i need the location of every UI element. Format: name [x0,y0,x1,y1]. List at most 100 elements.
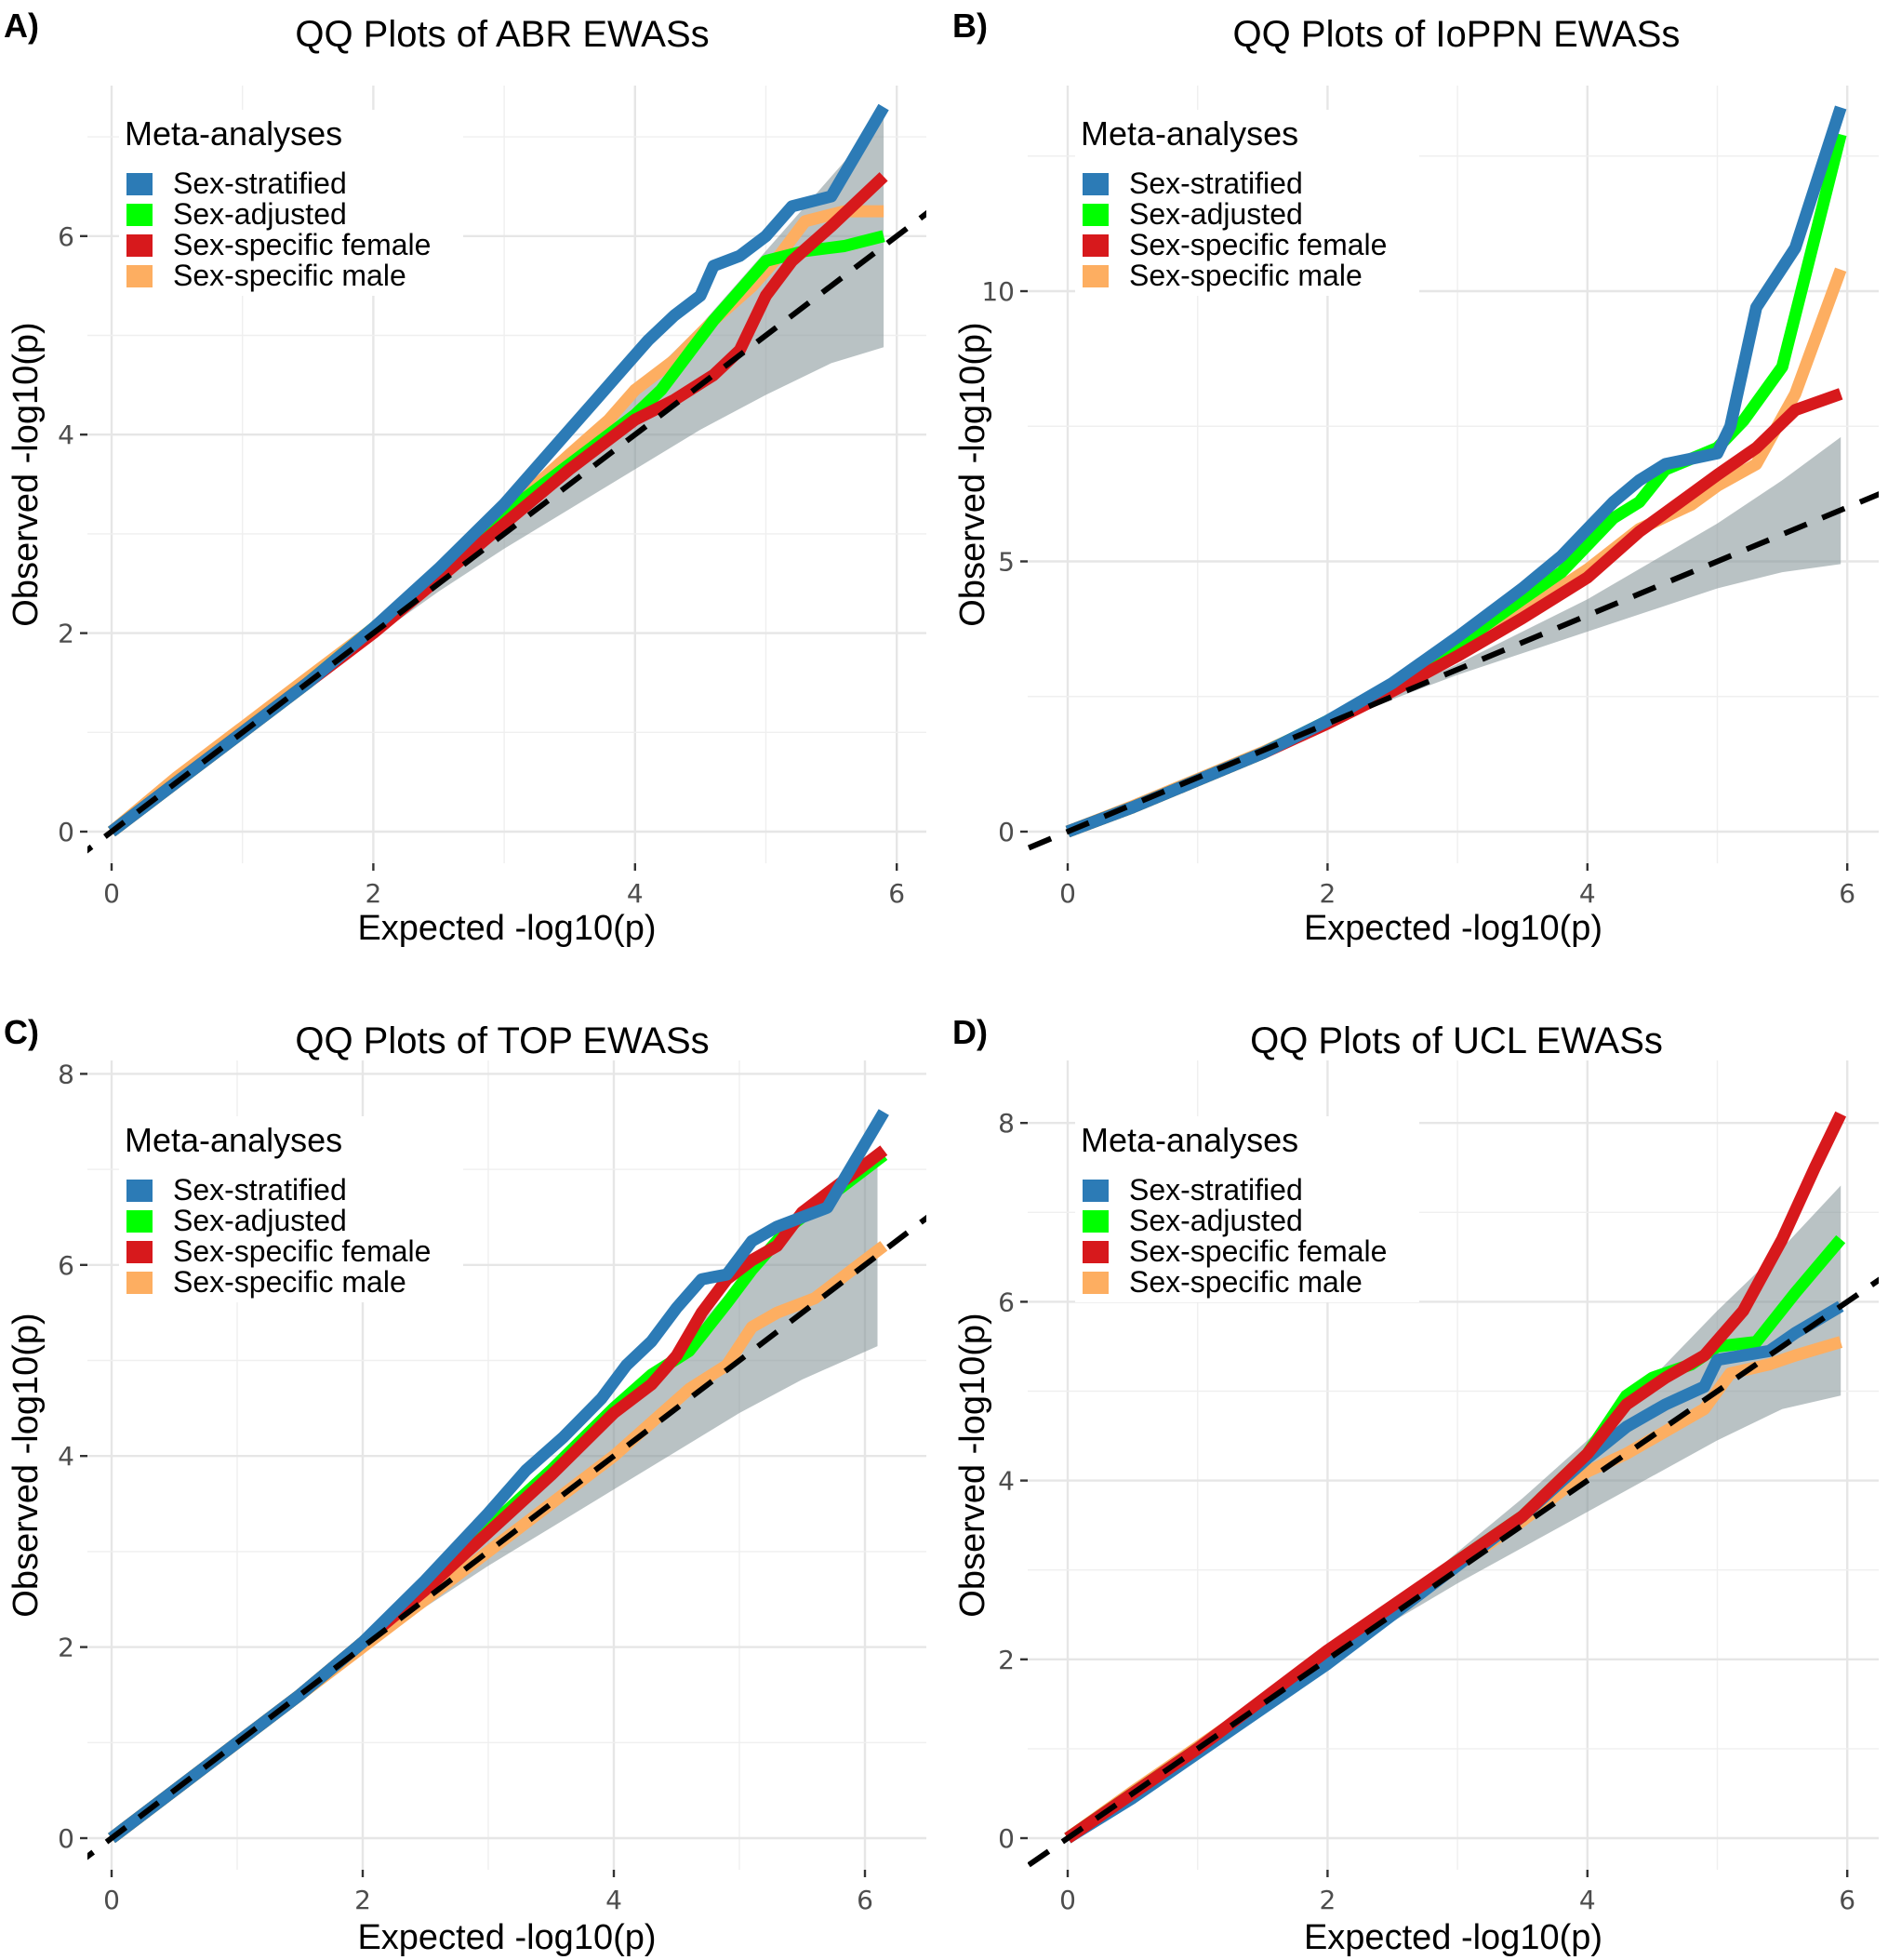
y-tick-label: 2 [58,1633,74,1663]
legend-swatch [1083,204,1109,226]
x-tick-label: 4 [627,878,644,909]
y-tick-label: 4 [58,1441,74,1472]
legend-item[interactable]: Sex-specific male [1083,259,1363,292]
legend-item[interactable]: Sex-specific male [126,1265,406,1299]
legend-swatch [1083,1241,1109,1263]
panel-c: 0 2 4 6 0 2 4 6 8 C) QQ Plots of TOP EWASs Expected… [4,1013,926,1957]
x-tick-label: 6 [1839,1885,1855,1915]
reference-line [1028,1276,1879,1868]
confidence-band [1327,1185,1841,1664]
legend-item[interactable]: Sex-stratified [126,1173,347,1207]
legend-swatch [126,173,153,195]
legend-swatch [126,265,153,287]
x-tick-label: 4 [1579,878,1596,909]
legend-background [119,1116,463,1302]
legend-item[interactable]: Sex-specific female [126,228,431,261]
legend-background [1075,1116,1419,1302]
y-axis-title: Observed -log10(p) [953,1313,992,1617]
legend-label: Sex-specific female [173,1234,431,1268]
legend-label: Sex-stratified [1129,167,1303,200]
x-axis-title: Expected -log10(p) [1304,1918,1602,1957]
legend: Meta-analysesSex-stratifiedSex-adjustedS… [119,110,463,296]
x-tick-label: 6 [1839,878,1855,909]
legend-label: Sex-adjusted [1129,1204,1303,1237]
legend-title: Meta-analyses [125,114,342,153]
legend-item[interactable]: Sex-adjusted [126,197,347,231]
x-tick-label: 2 [354,1885,371,1915]
legend-item[interactable]: Sex-adjusted [1083,1204,1303,1237]
y-tick-label: 0 [998,817,1015,847]
y-tick-label: 0 [58,817,74,847]
y-tick-label: 8 [998,1108,1015,1139]
legend-label: Sex-specific female [173,228,431,261]
legend-item[interactable]: Sex-stratified [126,167,347,200]
y-axis-title: Observed -log10(p) [7,1313,46,1617]
x-tick-label: 0 [1059,878,1076,909]
panel-label: C) [4,1013,39,1051]
legend-item[interactable]: Sex-stratified [1083,167,1303,200]
x-tick-label: 2 [1319,878,1336,909]
panel-title: QQ Plots of UCL EWASs [1250,1020,1663,1061]
reference-line [87,209,926,854]
legend-swatch [126,1210,153,1233]
legend-label: Sex-stratified [1129,1173,1303,1207]
legend-item[interactable]: Sex-specific female [126,1234,431,1268]
x-tick-label: 0 [1059,1885,1076,1915]
legend-label: Sex-adjusted [173,1204,347,1237]
panel-d: 0 2 4 6 0 2 4 6 8 D) QQ Plots of UCL EWASs Expected… [952,1013,1879,1957]
legend-swatch [126,1272,153,1294]
legend-label: Sex-stratified [173,167,347,200]
y-tick-label: 2 [998,1645,1015,1675]
legend-label: Sex-stratified [173,1173,347,1207]
x-tick-label: 4 [605,1885,622,1915]
legend-item[interactable]: Sex-specific female [1083,228,1387,261]
legend-label: Sex-adjusted [1129,197,1303,231]
legend-item[interactable]: Sex-specific male [126,259,406,292]
legend-item[interactable]: Sex-stratified [1083,1173,1303,1207]
x-axis-title: Expected -log10(p) [357,909,656,948]
legend-label: Sex-specific male [173,259,406,292]
legend-swatch [1083,173,1109,195]
panel-b: 0 2 4 6 0 5 10 B) QQ Plots of IoPPN EWASs Expecte… [952,7,1879,948]
legend-title: Meta-analyses [125,1121,342,1159]
plot-area [1028,105,1879,851]
legend: Meta-analysesSex-stratifiedSex-adjustedS… [119,1116,463,1302]
legend-item[interactable]: Sex-specific male [1083,1265,1363,1299]
confidence-band [1327,436,1841,725]
panel-label: D) [952,1013,988,1051]
legend-background [1075,110,1419,296]
legend-label: Sex-specific male [173,1265,406,1299]
legend-item[interactable]: Sex-adjusted [1083,197,1303,231]
legend-label: Sex-specific female [1129,1234,1387,1268]
legend-title: Meta-analyses [1081,1121,1298,1159]
legend: Meta-analysesSex-stratifiedSex-adjustedS… [1075,110,1419,296]
panel-a: 0 2 4 6 0 2 4 6 A) QQ Plots of ABR EWASs Expected … [4,7,926,948]
y-tick-label: 4 [58,420,74,450]
series-line-sex-stratified [108,1109,889,1844]
x-tick-label: 6 [857,1885,873,1915]
y-tick-label: 5 [998,547,1015,578]
legend-swatch [126,1180,153,1202]
legend-swatch [126,234,153,257]
y-axis-title: Observed -log10(p) [953,322,992,626]
legend-swatch [1083,265,1109,287]
legend-item[interactable]: Sex-specific female [1083,1234,1387,1268]
x-axis-title: Expected -log10(p) [357,1918,656,1957]
legend-label: Sex-specific male [1129,259,1363,292]
y-axis-title: Observed -log10(p) [7,322,46,626]
legend-item[interactable]: Sex-adjusted [126,1204,347,1237]
x-axis-title: Expected -log10(p) [1304,909,1602,948]
legend-label: Sex-specific female [1129,228,1387,261]
legend-label: Sex-adjusted [173,197,347,231]
y-tick-label: 6 [58,221,74,252]
legend-swatch [1083,1272,1109,1294]
panel-title: QQ Plots of ABR EWASs [295,14,709,55]
legend-background [119,110,463,296]
y-tick-label: 0 [998,1823,1015,1854]
legend-label: Sex-specific male [1129,1265,1363,1299]
x-tick-label: 6 [888,878,905,909]
series-line-sex-specific-female [1065,388,1843,838]
plot-area [87,1109,926,1860]
panel-label: A) [4,7,39,45]
